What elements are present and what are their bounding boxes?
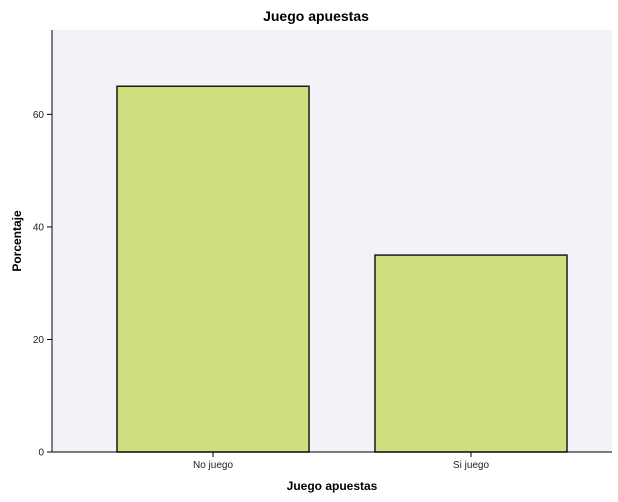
y-tick-label: 20	[33, 335, 45, 346]
x-ticks-group: No juego Si juego	[193, 452, 490, 471]
chart-title: Juego apuestas	[263, 8, 369, 24]
x-tick-label: No juego	[193, 460, 233, 471]
y-tick-label: 60	[33, 110, 45, 121]
x-axis-title: Juego apuestas	[287, 479, 378, 493]
y-tick-label: 40	[33, 222, 45, 233]
bars-group	[116, 85, 568, 453]
y-axis-title: Porcentaje	[10, 210, 24, 272]
bar-si-juego	[374, 254, 568, 453]
y-tick-label: 0	[38, 448, 44, 459]
x-tick-label: Si juego	[453, 460, 490, 471]
bar-no-juego	[116, 85, 310, 453]
y-ticks-group: 0 20 40 60	[33, 110, 52, 459]
